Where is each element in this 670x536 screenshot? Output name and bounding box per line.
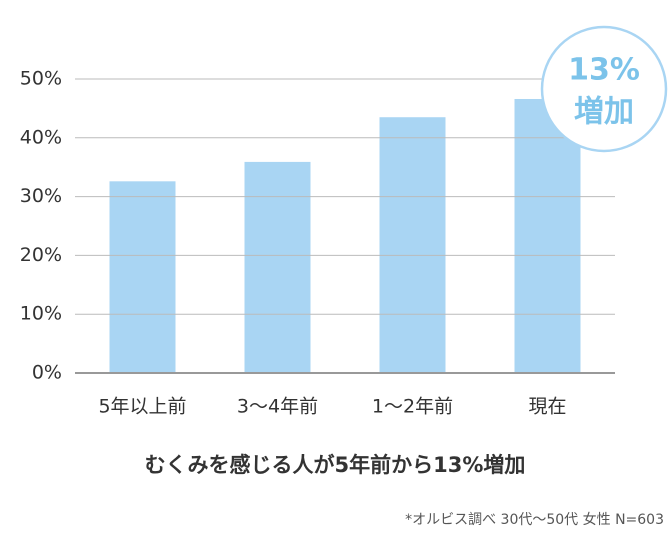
y-tick-label: 40% — [20, 126, 62, 148]
x-tick-label: 1〜2年前 — [372, 396, 453, 418]
y-tick-label: 0% — [32, 362, 62, 384]
bar — [244, 161, 311, 373]
x-tick-label: 3〜4年前 — [237, 396, 318, 418]
y-tick-label: 30% — [20, 185, 62, 207]
plot-area: 0% 10% 20% 30% 40% 50% 5年以上前 3〜4年前 1〜2年前 現在 — [20, 68, 615, 418]
bar — [379, 117, 446, 373]
bar — [109, 181, 176, 373]
annotation-circle — [540, 25, 668, 153]
y-tick-label: 10% — [20, 303, 62, 325]
annotation-line: 増加 — [574, 95, 634, 130]
y-tick-label: 50% — [20, 68, 62, 90]
chart-title: むくみを感じる人が5年前から13%増加 — [145, 453, 526, 477]
bar — [514, 98, 581, 373]
y-tick-label: 20% — [20, 244, 62, 266]
source-note: *オルビス調べ 30代〜50代 女性 N=603 — [405, 511, 664, 528]
x-tick-label: 5年以上前 — [98, 396, 186, 418]
x-tick-label: 現在 — [528, 396, 566, 418]
annotation-line: 13% — [568, 53, 640, 88]
